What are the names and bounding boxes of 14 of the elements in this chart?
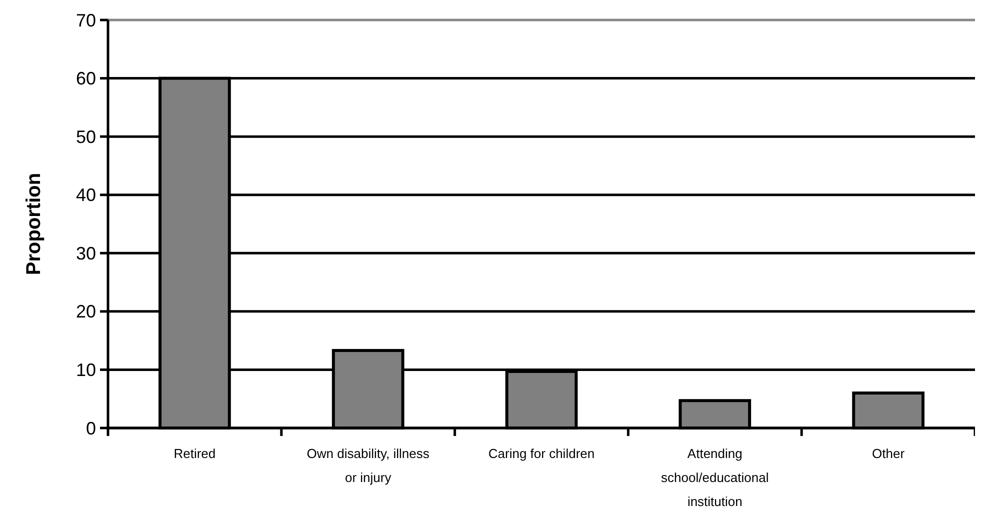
y-tick-label: 20 [76, 302, 96, 322]
y-tick-label: 70 [76, 10, 96, 30]
x-tick-label: Retired [174, 446, 216, 461]
x-tick-label: Other [872, 446, 906, 461]
y-tick-label: 10 [76, 360, 96, 380]
x-tick-label: Own disability, illness or injury [306, 446, 430, 485]
x-tick-label: Attending school/educational institution [661, 446, 769, 509]
y-tick-label: 30 [76, 243, 96, 264]
y-tick-label: 0 [86, 418, 96, 438]
y-tick-label: 50 [76, 126, 96, 147]
y-axis-title: Proportion [23, 172, 45, 276]
y-tick-label: 60 [76, 68, 96, 89]
y-tick-label: 40 [76, 185, 96, 206]
x-tick-label: Caring for children [488, 446, 595, 461]
